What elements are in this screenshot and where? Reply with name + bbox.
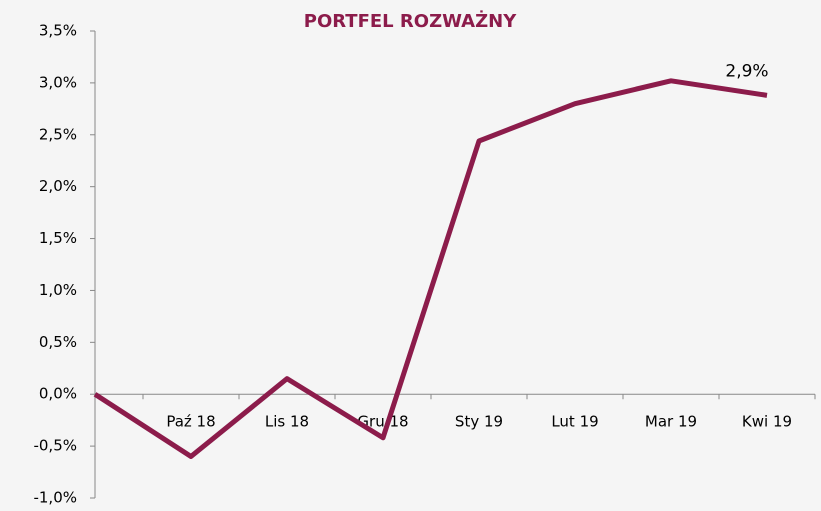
y-tick-label: 0,5% — [39, 333, 77, 351]
data-label: 2,9% — [725, 61, 768, 81]
y-tick-label: 2,0% — [39, 177, 77, 195]
y-tick-label: 1,0% — [39, 281, 77, 299]
y-tick-label: 0,0% — [39, 385, 77, 403]
y-tick-label: -0,5% — [33, 437, 77, 455]
y-tick-label: -1,0% — [33, 489, 77, 507]
x-tick-label: Sty 19 — [455, 413, 503, 431]
x-tick-label: Lut 19 — [551, 413, 598, 431]
chart-title: PORTFEL ROZWAŻNY — [304, 10, 517, 32]
x-tick-label: Gru 18 — [357, 413, 408, 431]
x-tick-label: Lis 18 — [265, 413, 309, 431]
x-tick-label: Paź 18 — [166, 413, 215, 431]
y-tick-label: 3,0% — [39, 73, 77, 91]
x-tick-label: Kwi 19 — [742, 413, 792, 431]
x-tick-label: Mar 19 — [645, 413, 697, 431]
y-tick-label: 2,5% — [39, 125, 77, 143]
y-tick-label: 3,5% — [39, 22, 77, 40]
y-tick-label: 1,5% — [39, 229, 77, 247]
data-line — [93, 78, 768, 459]
